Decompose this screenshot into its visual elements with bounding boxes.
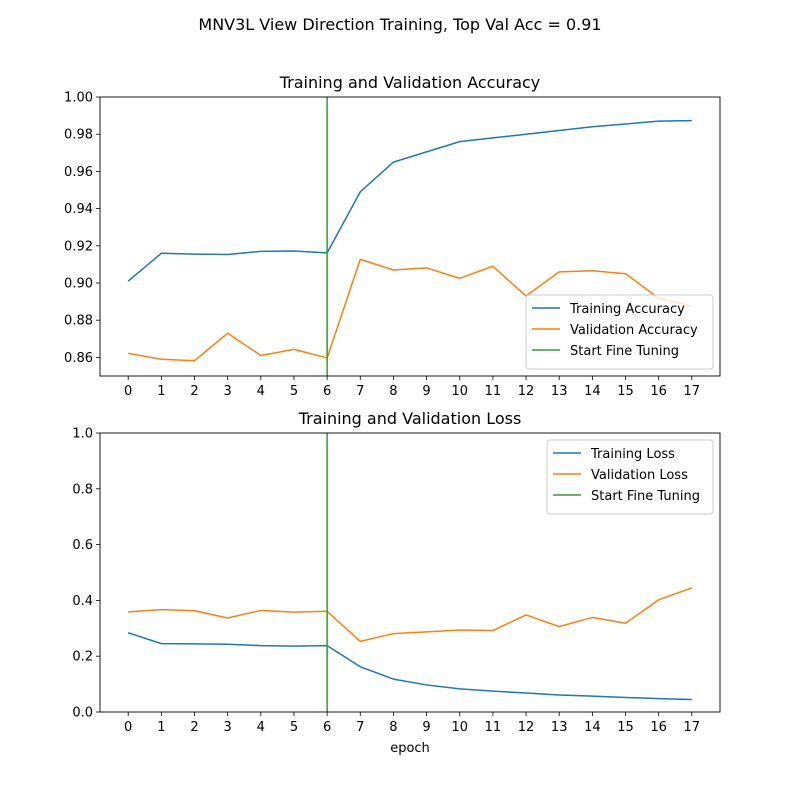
- loss-legend-label-2: Start Fine Tuning: [591, 489, 700, 504]
- accuracy-xtick-label: 4: [257, 384, 265, 399]
- accuracy-ytick-label: 0.98: [64, 128, 93, 143]
- loss-plot-title: Training and Validation Loss: [298, 409, 522, 428]
- accuracy-xtick-label: 11: [485, 384, 502, 399]
- accuracy-xtick-label: 5: [290, 384, 298, 399]
- loss-xtick-label: 14: [584, 720, 601, 735]
- loss-xtick-label: 4: [257, 720, 265, 735]
- loss-ytick-label: 0.6: [72, 538, 93, 553]
- accuracy-legend-box: [525, 294, 714, 370]
- loss-xtick-label: 13: [551, 720, 568, 735]
- loss-xtick-label: 10: [451, 720, 468, 735]
- accuracy-xtick-label: 10: [451, 384, 468, 399]
- accuracy-ytick-label: 0.94: [64, 202, 93, 217]
- accuracy-xtick-label: 1: [157, 384, 165, 399]
- loss-legend: Training Loss Validation Loss Start Fine T…: [546, 439, 714, 515]
- loss-xtick-label: 17: [684, 720, 701, 735]
- loss-xtick-label: 1: [157, 720, 165, 735]
- accuracy-xtick-label: 3: [224, 384, 232, 399]
- loss-xtick-label: 11: [485, 720, 502, 735]
- accuracy-series-0-line: [127, 119, 692, 282]
- loss-xtick-label: 9: [422, 720, 430, 735]
- accuracy-ytick-label: 0.90: [64, 277, 93, 292]
- loss-xtick-label: 5: [290, 720, 298, 735]
- loss-ytick-label: 0.8: [72, 482, 93, 497]
- accuracy-xtick-label: 15: [617, 384, 634, 399]
- loss-ytick-label: 1.0: [72, 427, 93, 442]
- accuracy-xtick-label: 17: [684, 384, 701, 399]
- loss-xtick-label: 6: [323, 720, 331, 735]
- loss-xtick-label: 3: [224, 720, 232, 735]
- loss-ytick-label: 0.0: [72, 706, 93, 721]
- accuracy-xtick-label: 12: [518, 384, 535, 399]
- loss-legend-label-0: Training Loss: [590, 447, 675, 462]
- loss-series-1-line: [128, 587, 693, 643]
- accuracy-ytick-label: 0.92: [64, 239, 93, 254]
- accuracy-xtick-label: 6: [323, 384, 331, 399]
- accuracy-xtick-label: 8: [389, 384, 397, 399]
- loss-ytick-label: 0.2: [72, 650, 93, 665]
- loss-legend-label-1: Validation Loss: [591, 468, 688, 483]
- loss-xtick-label: 2: [190, 720, 198, 735]
- accuracy-ytick-label: 0.86: [64, 351, 93, 366]
- loss-ytick-label: 0.4: [72, 594, 93, 609]
- loss-xtick-label: 7: [356, 720, 364, 735]
- accuracy-ytick-label: 0.88: [64, 314, 93, 329]
- loss-xtick-label: 0: [124, 720, 132, 735]
- accuracy-xtick-label: 2: [190, 384, 198, 399]
- accuracy-ytick-label: 1.00: [64, 91, 93, 106]
- accuracy-xtick-label: 13: [551, 384, 568, 399]
- accuracy-xtick-label: 9: [422, 384, 430, 399]
- accuracy-legend: Training Accuracy Validation Accuracy Star…: [525, 294, 714, 370]
- accuracy-legend-label-1: Validation Accuracy: [570, 323, 698, 338]
- accuracy-legend-label-2: Start Fine Tuning: [570, 344, 679, 359]
- accuracy-xtick-label: 16: [650, 384, 667, 399]
- figure-suptitle: MNV3L View Direction Training, Top Val A…: [198, 15, 601, 34]
- accuracy-series-1-line: [128, 258, 692, 362]
- loss-xtick-label: 8: [389, 720, 397, 735]
- accuracy-plot-title: Training and Validation Accuracy: [279, 73, 541, 92]
- loss-axes-frame: [99, 432, 721, 713]
- accuracy-ytick-label: 0.96: [64, 165, 93, 180]
- accuracy-xtick-label: 14: [584, 384, 601, 399]
- accuracy-legend-label-0: Training Accuracy: [569, 302, 685, 317]
- accuracy-axes-frame: [99, 96, 721, 377]
- loss-legend-box: [546, 439, 714, 515]
- loss-series-0-line: [127, 632, 692, 701]
- loss-xtick-label: 16: [650, 720, 667, 735]
- loss-xtick-label: 12: [518, 720, 535, 735]
- loss-xlabel: epoch: [390, 741, 430, 756]
- loss-xtick-label: 15: [617, 720, 634, 735]
- accuracy-xtick-label: 7: [356, 384, 364, 399]
- accuracy-xtick-label: 0: [124, 384, 132, 399]
